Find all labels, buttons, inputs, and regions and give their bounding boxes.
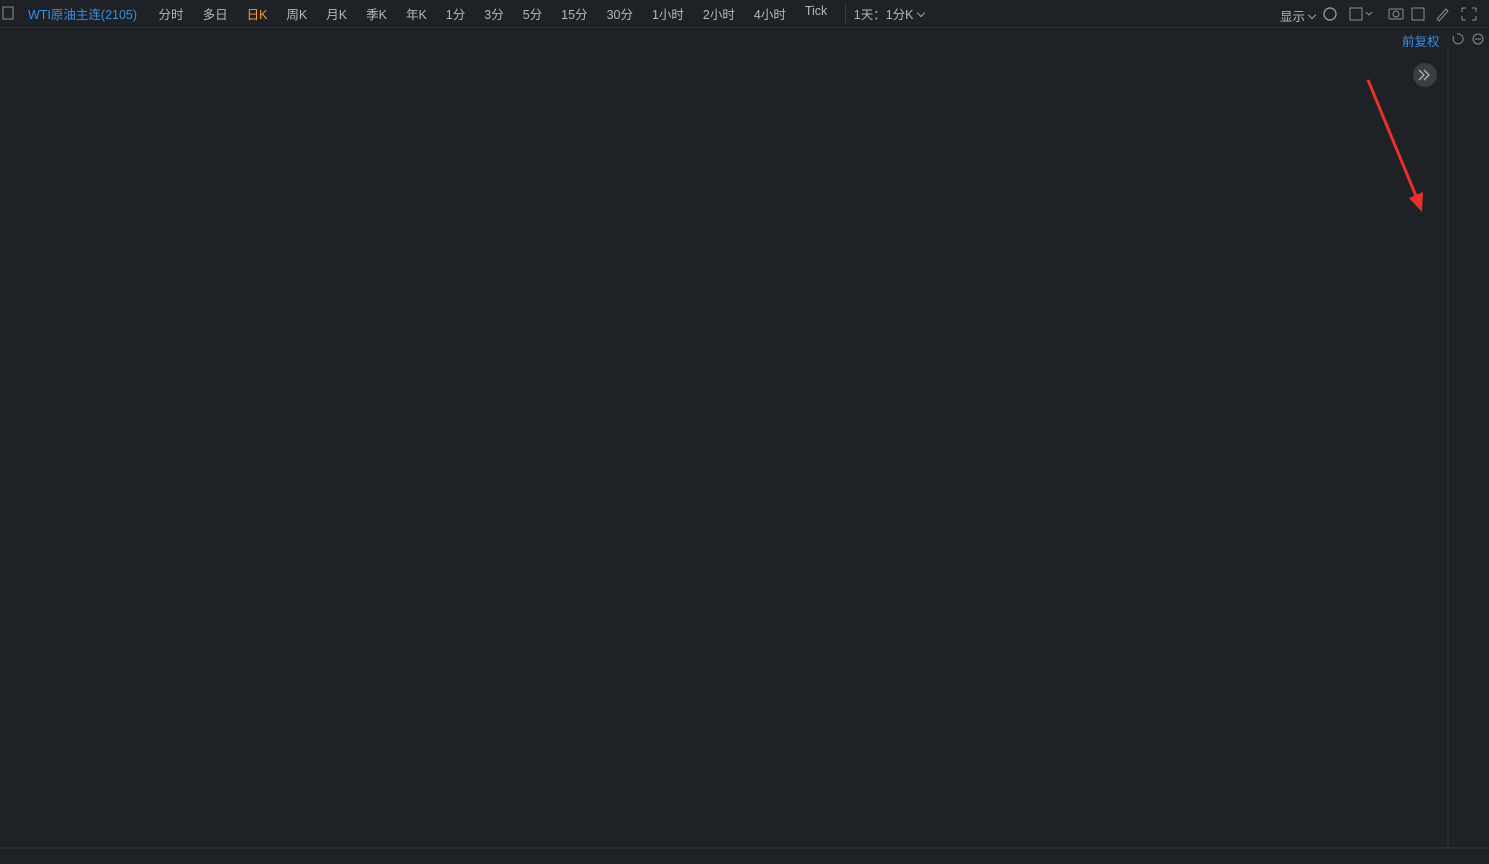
edit-icon[interactable] (1411, 7, 1425, 21)
expand-button[interactable] (1413, 63, 1437, 87)
draw-icon[interactable] (1436, 8, 1449, 22)
fullscreen-icon[interactable] (1461, 7, 1477, 21)
arrow-head (1409, 192, 1423, 212)
period-button[interactable]: 2小时 (702, 8, 735, 22)
toolbar: WTI原油主连(2105) 分时 多日 日K 周K 月K 季K 年K 1分 3分 5分 15分 30分… (0, 0, 1489, 28)
settings-icon[interactable] (1323, 7, 1337, 21)
arrow (1366, 79, 1418, 197)
display-label: 显示 (1280, 10, 1306, 24)
period-button[interactable]: 4小时 (753, 8, 786, 22)
period-button[interactable]: 周K (286, 8, 308, 22)
period-button[interactable]: 1小时 (651, 8, 684, 22)
period-list: 分时 多日 日K 周K 月K 季K 年K 1分 3分 5分 15分 30分 1小时 2小时 4小时 Tick (149, 4, 837, 23)
adjust-label: 前复权 (1402, 35, 1440, 49)
period-button[interactable]: 3分 (484, 8, 504, 22)
period-button[interactable]: 年K (405, 8, 427, 22)
period-button[interactable]: 30分 (606, 8, 633, 22)
camera-icon[interactable] (1388, 8, 1404, 20)
reset-icon[interactable] (1452, 33, 1464, 45)
period-button[interactable]: 月K (326, 8, 348, 22)
layout-icon[interactable] (1349, 7, 1363, 21)
period-button[interactable]: Tick (804, 4, 828, 18)
period-button[interactable]: 5分 (522, 8, 543, 22)
adjust-button[interactable]: 前复权 (1402, 31, 1440, 50)
period-button[interactable]: 日K (246, 8, 268, 22)
range-select[interactable]: 1天：1分K (844, 4, 925, 23)
period-button[interactable]: 1分 (445, 8, 466, 22)
period-button[interactable]: 分时 (158, 8, 184, 22)
range-label: 1天：1分K (853, 8, 914, 22)
zoom-out-icon[interactable] (1472, 33, 1484, 45)
panel-icon[interactable] (2, 6, 14, 20)
period-button[interactable]: 季K (366, 8, 387, 22)
symbol[interactable]: WTI原油主连(2105) (28, 8, 138, 22)
display-menu[interactable]: 显示 (1280, 6, 1317, 25)
period-button[interactable]: 15分 (561, 8, 588, 22)
period-button[interactable]: 多日 (202, 8, 228, 22)
